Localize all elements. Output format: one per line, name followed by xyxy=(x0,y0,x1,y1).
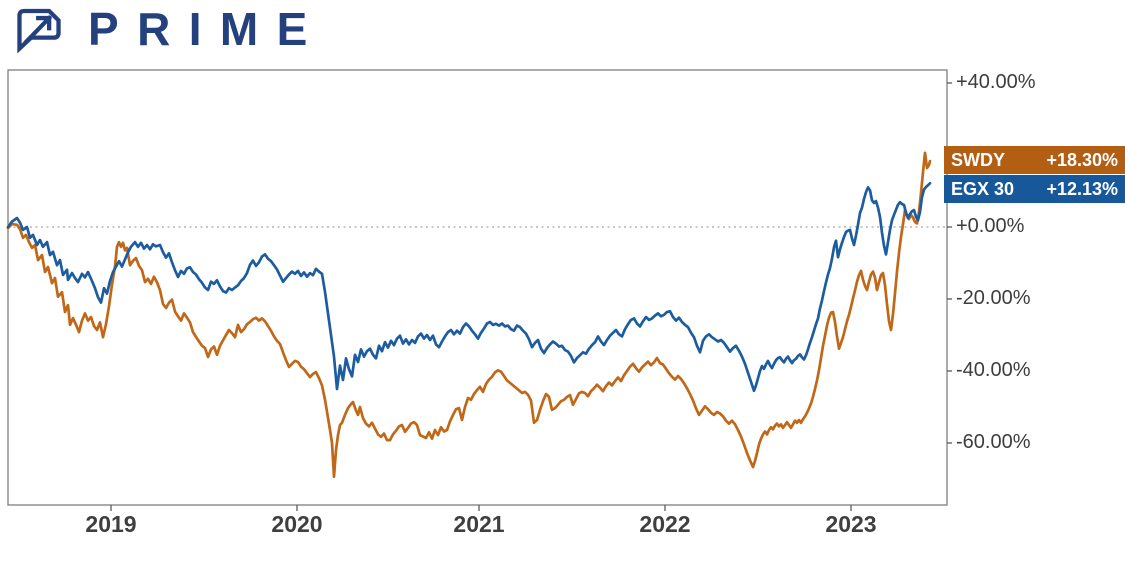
x-axis-label: 2019 xyxy=(85,511,137,537)
x-axis-label: 2021 xyxy=(453,511,505,537)
series-change: +18.30% xyxy=(1046,149,1118,170)
series-label-egx30: EGX 30 +12.13% xyxy=(944,175,1125,203)
logo-wordmark: PRIME xyxy=(88,3,326,55)
series-ticker: SWDY xyxy=(951,149,1005,170)
y-axis-label: -40.00% xyxy=(956,359,1031,381)
series-change: +12.13% xyxy=(1046,178,1118,199)
prime-logo-icon xyxy=(17,8,61,54)
y-axis-label: +0.00% xyxy=(956,215,1025,237)
y-axis-label: -20.00% xyxy=(956,287,1031,309)
x-axis-label: 2022 xyxy=(639,511,691,537)
x-axis-label: 2023 xyxy=(825,511,877,537)
plot-border xyxy=(7,69,948,506)
egx-30-line[interactable] xyxy=(6,181,932,393)
prime-logo: PRIME xyxy=(14,4,326,54)
swdy-line[interactable] xyxy=(6,151,932,479)
y-axis-label: -60.00% xyxy=(956,431,1031,453)
series-label-swdy: SWDY +18.30% xyxy=(944,146,1125,174)
series-ticker: EGX 30 xyxy=(951,178,1015,199)
y-axis-label: +40.00% xyxy=(956,71,1036,93)
x-axis-label: 2020 xyxy=(271,511,323,537)
